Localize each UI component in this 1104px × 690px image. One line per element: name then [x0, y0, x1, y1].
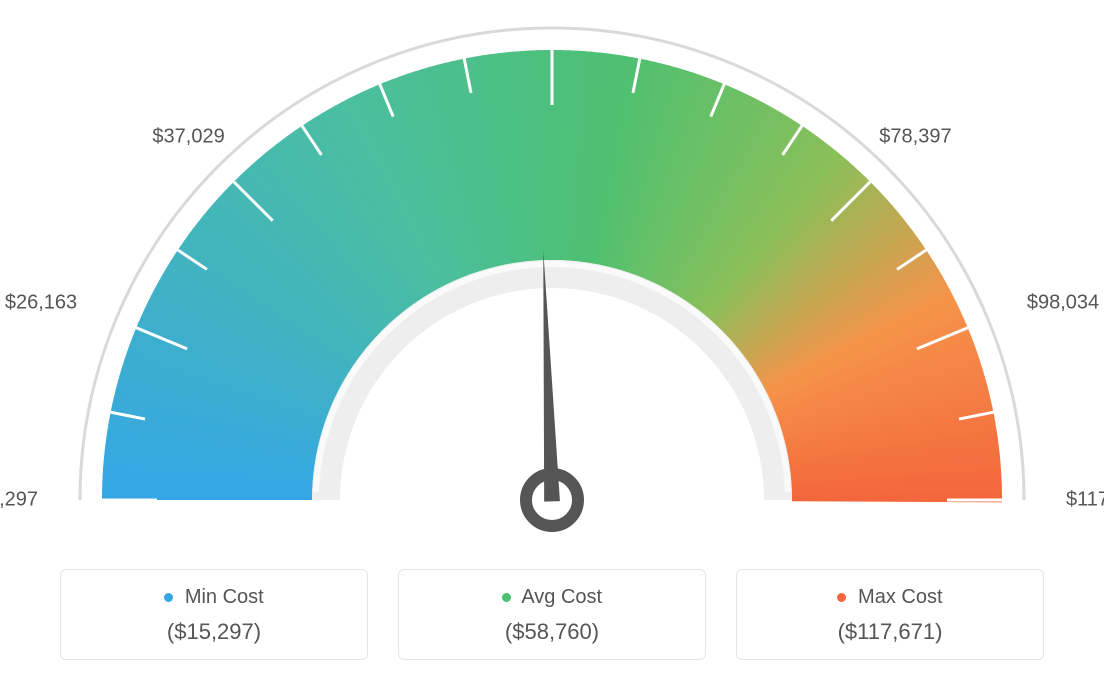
gauge-tick-label: $37,029	[152, 125, 224, 148]
min-cost-value: ($15,297)	[71, 619, 357, 645]
max-cost-label-row: Max Cost	[747, 586, 1033, 609]
avg-cost-label-row: Avg Cost	[409, 586, 695, 609]
max-cost-card: Max Cost ($117,671)	[736, 569, 1044, 660]
gauge-tick-label: $15,297	[0, 489, 38, 512]
gauge-tick-label: $98,034	[1027, 292, 1099, 315]
avg-cost-label: Avg Cost	[521, 586, 602, 608]
gauge-tick-label: $78,397	[879, 125, 951, 148]
max-cost-value: ($117,671)	[747, 619, 1033, 645]
gauge-svg	[0, 0, 1104, 560]
max-dot-icon	[837, 593, 846, 602]
min-cost-label: Min Cost	[185, 586, 264, 608]
gauge-chart-wrapper: $15,297$26,163$37,029$58,760$78,397$98,0…	[0, 0, 1104, 690]
min-cost-card: Min Cost ($15,297)	[60, 569, 368, 660]
gauge-tick-label: $117,671	[1066, 489, 1104, 512]
avg-cost-value: ($58,760)	[409, 619, 695, 645]
min-cost-label-row: Min Cost	[71, 586, 357, 609]
gauge-area: $15,297$26,163$37,029$58,760$78,397$98,0…	[0, 0, 1104, 560]
max-cost-label: Max Cost	[858, 586, 942, 608]
summary-cards: Min Cost ($15,297) Avg Cost ($58,760) Ma…	[60, 569, 1044, 660]
avg-cost-card: Avg Cost ($58,760)	[398, 569, 706, 660]
gauge-tick-label: $26,163	[5, 292, 77, 315]
min-dot-icon	[164, 593, 173, 602]
avg-dot-icon	[502, 593, 511, 602]
